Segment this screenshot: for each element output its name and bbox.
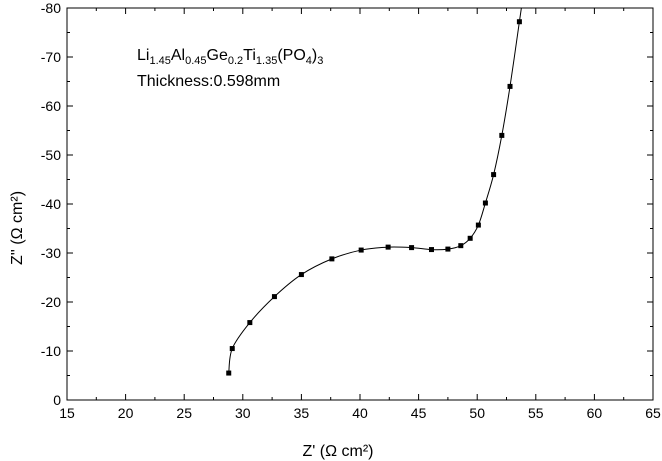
y-tick-label: -20 xyxy=(41,294,61,310)
data-point xyxy=(482,200,488,206)
formula-subscript: 0.45 xyxy=(185,55,206,67)
formula-text: (PO xyxy=(277,47,305,64)
formula-subscript: 3 xyxy=(317,55,323,67)
data-point xyxy=(247,320,253,326)
data-point xyxy=(229,346,235,352)
x-tick-label: 60 xyxy=(587,405,603,421)
formula-text: Al xyxy=(171,47,185,64)
data-point xyxy=(467,235,473,241)
x-tick-label: 30 xyxy=(235,405,251,421)
formula-subscript: 1.35 xyxy=(256,55,277,67)
y-tick-label: -80 xyxy=(41,0,61,16)
x-tick-label: 40 xyxy=(352,405,368,421)
x-tick-label: 55 xyxy=(528,405,544,421)
data-point xyxy=(458,243,464,249)
y-tick-label: -40 xyxy=(41,196,61,212)
data-point xyxy=(499,132,505,138)
x-tick-label: 25 xyxy=(176,405,192,421)
y-tick-label: -10 xyxy=(41,343,61,359)
formula-text: Ge xyxy=(207,47,228,64)
data-point xyxy=(271,294,277,300)
data-point xyxy=(358,247,364,253)
data-point xyxy=(329,256,335,262)
formula-subscript: 0.2 xyxy=(228,55,243,67)
data-point xyxy=(226,370,232,376)
y-axis-title: Z'' (Ω cm²) xyxy=(9,191,26,265)
axis-ticks xyxy=(66,7,654,401)
data-point xyxy=(507,83,513,89)
data-point xyxy=(491,172,497,178)
x-tick-label: 65 xyxy=(645,405,661,421)
data-point xyxy=(475,222,481,228)
data-point xyxy=(445,246,451,252)
formula-subscript: 4 xyxy=(306,55,312,67)
data-markers xyxy=(226,19,522,376)
x-tick-label: 20 xyxy=(118,405,134,421)
y-tick-label: -70 xyxy=(41,49,61,65)
y-tick-label: -60 xyxy=(41,98,61,114)
x-tick-label: 50 xyxy=(469,405,485,421)
x-tick-label: 45 xyxy=(411,405,427,421)
y-tick-label: 0 xyxy=(53,392,61,408)
formula-subscript: 1.45 xyxy=(149,55,170,67)
y-tick-label: -50 xyxy=(41,147,61,163)
formula-annotation: Li1.45Al0.45Ge0.2Ti1.35(PO4)3 xyxy=(137,47,323,67)
x-tick-label: 15 xyxy=(59,405,75,421)
data-point xyxy=(298,272,304,278)
data-point xyxy=(428,247,434,253)
data-point xyxy=(409,245,415,251)
data-point xyxy=(516,19,522,25)
tick-labels: 15 20 25 30 35 40 45 50 55 60 65 0 -10 -20 -30 -40 -50 -6… xyxy=(41,0,661,421)
thickness-annotation: Thickness:0.598mm xyxy=(137,73,280,90)
formula-text: Ti xyxy=(243,47,256,64)
x-tick-label: 35 xyxy=(294,405,310,421)
formula-text: Li xyxy=(137,47,149,64)
data-point xyxy=(385,244,391,250)
formula-text: ) xyxy=(312,47,317,64)
y-tick-label: -30 xyxy=(41,245,61,261)
x-axis-title: Z' (Ω cm²) xyxy=(303,443,374,460)
